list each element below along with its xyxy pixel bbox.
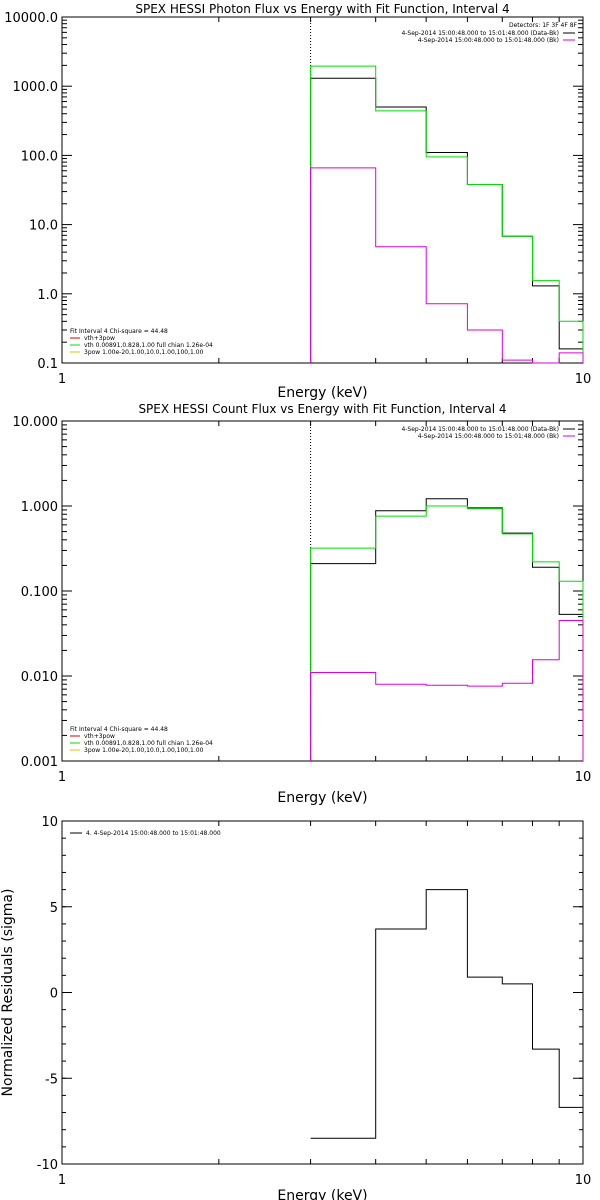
legend-entry: 3pow 1.00e-20,1.00,10.0,1.00,100,1.00 bbox=[84, 747, 204, 754]
y-tick-label: 0.010 bbox=[21, 670, 58, 685]
y-tick-label: 0.100 bbox=[21, 585, 58, 600]
y-tick-label: -10 bbox=[37, 1158, 58, 1173]
legend-bottom: Fit Interval 4 Chi-square = 44.48vth+3po… bbox=[70, 328, 213, 356]
x-axis-label: Energy (keV) bbox=[277, 385, 367, 401]
legend-entry: 4-Sep-2014 15:00:48.000 to 15:01:48.000 … bbox=[418, 37, 559, 44]
y-tick-label: 5 bbox=[50, 901, 58, 916]
y-tick-label: 10.000 bbox=[13, 415, 59, 430]
legend-bottom: Fit Interval 4 Chi-square = 44.48vth+3po… bbox=[70, 726, 213, 754]
series-1-histogram bbox=[310, 77, 584, 363]
y-tick-label: 10.0 bbox=[29, 219, 58, 234]
series-1-histogram bbox=[310, 498, 584, 761]
series-3-histogram bbox=[310, 167, 584, 364]
y-tick-label: 0.001 bbox=[21, 755, 58, 770]
series-3-histogram bbox=[310, 620, 584, 761]
plot-frame bbox=[61, 820, 584, 1165]
chart-title: SPEX HESSI Count Flux vs Energy with Fit… bbox=[138, 402, 506, 416]
y-tick-label: 10 bbox=[41, 815, 58, 830]
plot-frame bbox=[61, 420, 584, 762]
series-1-histogram bbox=[310, 889, 583, 1139]
legend-header: Fit Interval 4 Chi-square = 44.48 bbox=[70, 328, 168, 335]
y-tick-label: -5 bbox=[45, 1072, 58, 1087]
x-axis-label: Energy (keV) bbox=[277, 1188, 367, 1200]
legend-top: 4. 4-Sep-2014 15:00:48.000 to 15:01:48.0… bbox=[70, 830, 221, 837]
y-tick-label: 100.0 bbox=[21, 149, 58, 164]
chart-1: SPEX HESSI Photon Flux vs Energy with Fi… bbox=[4, 2, 591, 401]
x-tick-label: 1 bbox=[58, 372, 66, 387]
y-tick-label: 1.0 bbox=[37, 288, 58, 303]
y-tick-label: 0 bbox=[50, 987, 58, 1002]
x-tick-label: 10 bbox=[575, 1173, 592, 1188]
legend-entry: 4-Sep-2014 15:00:48.000 to 15:01:48.000 … bbox=[401, 30, 559, 37]
series-2-histogram bbox=[310, 505, 584, 761]
legend-entry: 4. 4-Sep-2014 15:00:48.000 to 15:01:48.0… bbox=[86, 830, 221, 837]
x-tick-label: 10 bbox=[575, 372, 592, 387]
legend-entry: vth 0.00891,0.828,1.00 full chian 1.26e-… bbox=[84, 342, 213, 349]
x-axis-label: Energy (keV) bbox=[277, 790, 367, 806]
x-tick-label: 1 bbox=[58, 1173, 66, 1188]
x-tick-label: 10 bbox=[575, 770, 592, 785]
series-2-histogram bbox=[310, 65, 584, 363]
y-tick-label: 1000.0 bbox=[13, 80, 59, 95]
y-axis-label: Normalized Residuals (sigma) bbox=[0, 889, 16, 1097]
legend-entry: vth+3pow bbox=[84, 335, 115, 342]
x-tick-label: 1 bbox=[58, 770, 66, 785]
y-tick-label: 0.1 bbox=[37, 357, 58, 372]
chart-3: 1 10 -10 -5 0 5 10 Energy (keV) Normalized Resid… bbox=[0, 815, 591, 1200]
legend-entry: 4-Sep-2014 15:00:48.000 to 15:01:48.000 … bbox=[418, 433, 559, 440]
chart-2: SPEX HESSI Count Flux vs Energy with Fit… bbox=[13, 402, 592, 806]
y-tick-label: 10000.0 bbox=[4, 11, 58, 26]
legend-entry: vth+3pow bbox=[84, 733, 115, 740]
legend-entry: 3pow 1.00e-20,1.00,10.0,1.00,100,1.00 bbox=[84, 349, 204, 356]
legend-entry: 4-Sep-2014 15:00:48.000 to 15:01:48.000 … bbox=[401, 426, 559, 433]
legend-top: 4-Sep-2014 15:00:48.000 to 15:01:48.000 … bbox=[401, 426, 575, 440]
legend-entry: vth 0.00891,0.828,1.00 full chian 1.26e-… bbox=[84, 740, 213, 747]
y-tick-label: 1.000 bbox=[21, 500, 58, 515]
plot-frame bbox=[61, 16, 584, 364]
legend-header: Detectors: 1F 3F 4F 8F bbox=[509, 22, 578, 29]
legend-top: Detectors: 1F 3F 4F 8F4-Sep-2014 15:00:4… bbox=[401, 22, 577, 44]
legend-header: Fit Interval 4 Chi-square = 44.48 bbox=[70, 726, 168, 733]
chart-title: SPEX HESSI Photon Flux vs Energy with Fi… bbox=[135, 2, 509, 16]
